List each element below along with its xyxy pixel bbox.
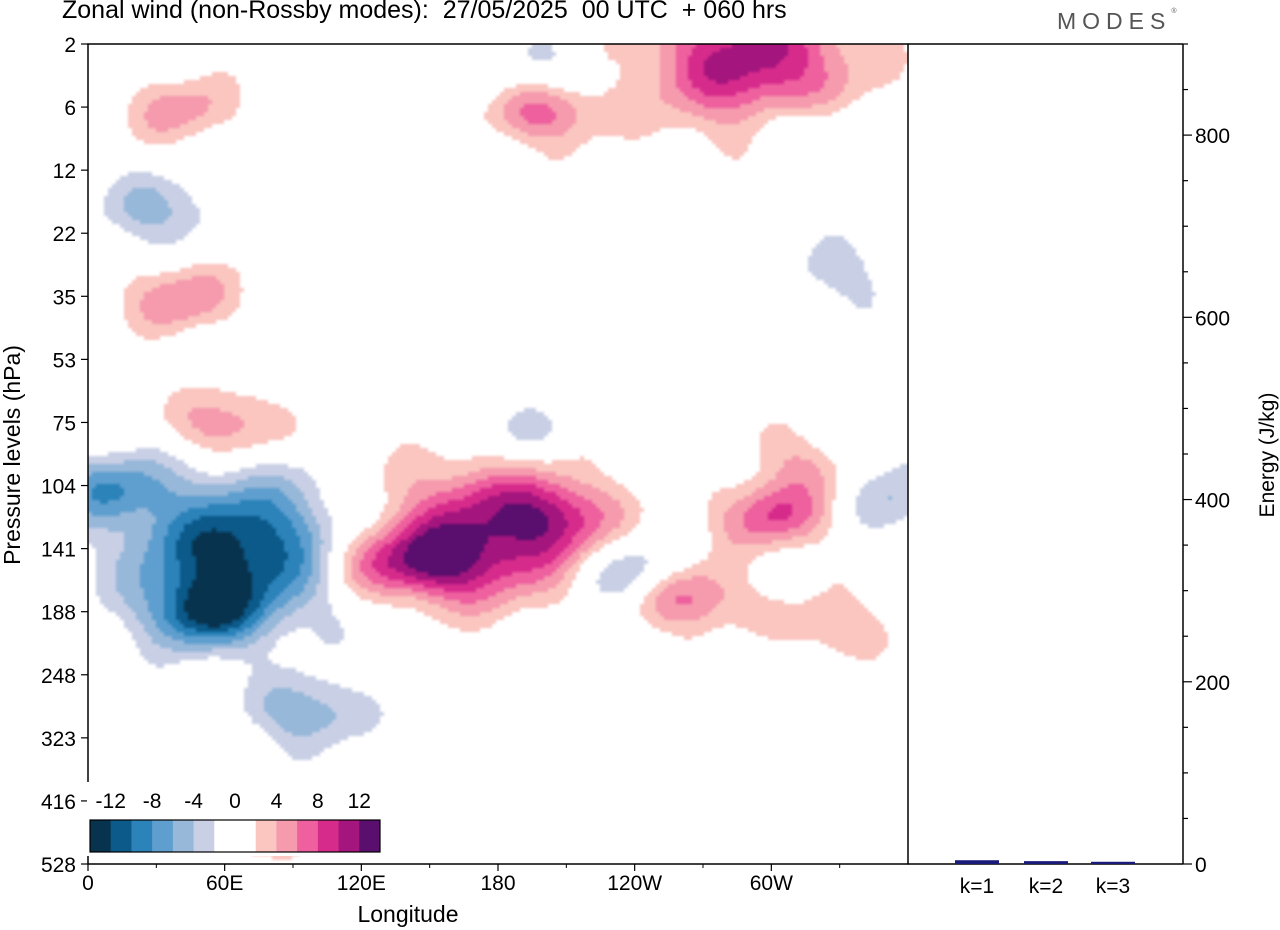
energy-bar [1091, 861, 1135, 864]
y-tick-label: 2 [64, 34, 76, 57]
y-tick-label: 22 [53, 223, 76, 246]
colorbar-swatch [110, 820, 132, 852]
colorbar-label: 0 [229, 790, 241, 813]
colorbar-swatch [152, 820, 174, 852]
x-tick-label: 120E [337, 872, 386, 895]
x-tick-label: 60W [750, 872, 793, 895]
y-tick-label: 528 [41, 854, 76, 877]
energy-category-label: k=1 [960, 875, 994, 898]
y-tick-label: 323 [41, 728, 76, 751]
colorbar-swatch [297, 820, 319, 852]
x-tick-label: 180 [480, 872, 515, 895]
y-tick-label: 75 [53, 412, 76, 435]
y-axis-label: Pressure levels (hPa) [0, 345, 25, 565]
energy-tick-label: 0 [1195, 854, 1207, 877]
colorbar-label: 8 [312, 790, 324, 813]
y-tick-label: 35 [53, 286, 76, 309]
y-tick-label: 248 [41, 665, 76, 688]
energy-bar [1024, 861, 1068, 864]
colorbar-swatch [214, 820, 236, 852]
wind-field [88, 44, 908, 864]
colorbar-label: -8 [143, 790, 162, 813]
x-tick-label: 120W [607, 872, 662, 895]
energy-bar [955, 860, 999, 864]
energy-tick-label: 800 [1195, 125, 1230, 148]
energy-axes: 0 200 400 600 800 Energy (J/kg) k=1 k=2 k=3 [908, 43, 1279, 898]
y-tick-label: 141 [41, 539, 76, 562]
colorbar: -12 -8 -4 0 4 8 12 [87, 782, 383, 856]
x-tick-label: 0 [82, 872, 94, 895]
energy-category-label: k=3 [1096, 875, 1130, 898]
chart-title: Zonal wind (non-Rossby modes): 27/05/202… [62, 0, 787, 24]
colorbar-swatch [235, 820, 257, 852]
colorbar-label: -12 [96, 790, 126, 813]
modes-logo: MODES® [1057, 8, 1177, 34]
colorbar-label: 12 [348, 790, 371, 813]
wind-field-image [88, 44, 908, 864]
energy-category-label: k=2 [1029, 875, 1063, 898]
colorbar-swatch [255, 820, 277, 852]
colorbar-swatch [90, 820, 112, 852]
colorbar-label: 4 [271, 790, 283, 813]
colorbar-swatch [276, 820, 298, 852]
colorbar-label: -4 [184, 790, 203, 813]
energy-axis-label: Energy (J/kg) [1256, 393, 1279, 518]
colorbar-swatch [359, 820, 381, 852]
energy-tick-label: 200 [1195, 672, 1230, 695]
y-tick-label: 188 [41, 602, 76, 625]
colorbar-swatch [172, 820, 195, 852]
x-axis-label: Longitude [357, 901, 458, 927]
y-tick-label: 6 [64, 97, 76, 120]
colorbar-swatch [317, 820, 340, 852]
colorbar-swatch [131, 820, 153, 852]
colorbar-swatch [193, 820, 215, 852]
y-tick-label: 53 [53, 349, 76, 372]
energy-tick-label: 600 [1195, 307, 1230, 330]
energy-tick-label: 400 [1195, 490, 1230, 513]
y-tick-label: 104 [41, 476, 76, 499]
colorbar-swatch [338, 820, 360, 852]
y-tick-label: 416 [41, 791, 76, 814]
colorbar-frame [89, 819, 381, 853]
y-tick-label: 12 [53, 160, 76, 183]
x-tick-label: 60E [206, 872, 243, 895]
